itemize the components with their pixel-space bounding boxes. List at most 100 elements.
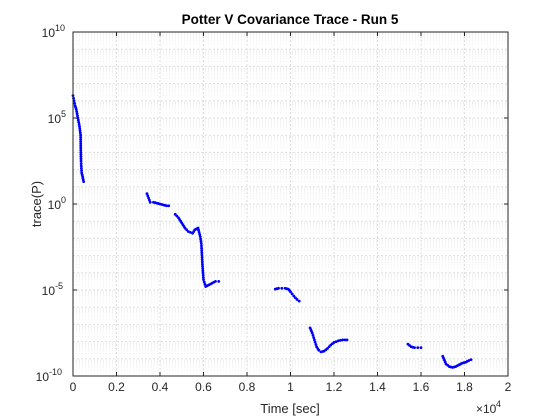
y-tick-exponent: 5: [61, 109, 66, 119]
data-point: [78, 129, 82, 133]
data-point: [79, 148, 83, 152]
data-point: [200, 251, 204, 255]
data-point: [469, 358, 473, 362]
data-point: [200, 246, 203, 250]
data-point: [312, 336, 316, 339]
data-point: [79, 135, 83, 139]
data-point: [75, 110, 79, 113]
data-point: [201, 262, 204, 266]
x-axis-label: Time [sec]: [260, 401, 319, 416]
data-point: [200, 255, 204, 259]
data-point: [334, 340, 338, 343]
data-point: [339, 338, 342, 342]
x-tick-label: 1.8: [456, 380, 473, 394]
data-point: [79, 162, 83, 165]
data-point: [201, 267, 205, 271]
data-point: [77, 120, 81, 124]
data-point: [79, 151, 83, 154]
data-point: [290, 292, 294, 296]
data-point: [336, 339, 340, 343]
data-point: [78, 131, 82, 135]
data-point: [79, 153, 83, 156]
x-tick-label: 1.4: [369, 380, 386, 394]
data-point: [202, 278, 205, 282]
data-point: [314, 343, 318, 346]
data-point: [79, 138, 83, 141]
data-point: [79, 133, 83, 137]
data-point: [198, 235, 202, 239]
data-point: [197, 230, 201, 234]
data-point: [167, 204, 171, 208]
data-point: [76, 114, 79, 118]
data-point: [79, 142, 83, 146]
data-point: [200, 253, 204, 257]
data-point: [201, 265, 204, 268]
y-axis-label: trace(P): [29, 181, 44, 227]
data-point: [189, 230, 192, 234]
data-point: [345, 338, 349, 342]
data-point: [199, 242, 203, 245]
data-point: [147, 196, 150, 200]
data-point: [78, 127, 82, 131]
data-point: [74, 108, 78, 111]
data-point: [297, 299, 301, 303]
data-point: [196, 226, 200, 230]
data-point: [310, 331, 314, 335]
data-point: [413, 346, 416, 350]
y-tick-exponent: -5: [55, 281, 63, 291]
data-point: [186, 230, 190, 233]
data-point: [317, 348, 321, 352]
data-point: [200, 249, 204, 252]
data-point: [201, 273, 205, 277]
data-point: [79, 164, 83, 168]
x-axis-exponent: ×10 4: [476, 399, 501, 416]
chart-title: Potter V Covariance Trace - Run 5: [182, 12, 399, 27]
x-tick-label: 1.2: [326, 380, 343, 394]
data-point: [165, 204, 168, 208]
x-tick-label: 0.8: [239, 380, 256, 394]
y-tick-label: 10: [48, 198, 62, 212]
data-point: [79, 155, 83, 159]
data-point: [145, 192, 149, 196]
y-tick-exponent: 0: [61, 195, 66, 205]
data-point: [289, 290, 292, 294]
data-point: [146, 194, 150, 198]
y-tick-exponent: -10: [49, 367, 62, 377]
data-point: [78, 125, 81, 128]
data-point: [75, 112, 79, 116]
x-tick-label: 1.6: [413, 380, 430, 394]
data-point: [73, 101, 77, 105]
data-point: [341, 338, 345, 342]
x-exponent-power: 4: [496, 399, 501, 409]
data-point: [295, 298, 299, 301]
x-tick-label: 0.2: [108, 380, 125, 394]
data-point: [80, 167, 83, 170]
data-point: [203, 282, 207, 286]
data-point: [199, 237, 203, 241]
data-point: [148, 198, 151, 202]
data-point: [79, 157, 83, 161]
data-point: [332, 341, 336, 344]
data-point: [79, 140, 83, 144]
data-point: [82, 180, 86, 184]
data-point: [201, 276, 205, 279]
data-point: [214, 280, 217, 283]
data-point: [200, 260, 204, 264]
data-point: [79, 146, 83, 150]
data-point: [148, 200, 152, 204]
data-point: [277, 286, 280, 290]
y-tick-exponent: 10: [55, 23, 65, 33]
data-point: [201, 269, 205, 273]
data-point: [202, 280, 206, 284]
y-tick-label: 10: [42, 26, 56, 40]
data-point: [280, 286, 284, 290]
data-point: [80, 169, 83, 173]
data-point: [197, 228, 201, 232]
data-point: [79, 159, 83, 163]
x-tick-label: 0: [70, 380, 77, 394]
x-tick-label: 1: [287, 380, 294, 394]
x-exponent-base: ×10: [476, 402, 497, 416]
data-point: [419, 346, 423, 350]
